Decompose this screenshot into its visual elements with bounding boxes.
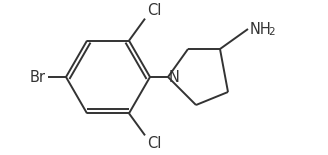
Text: NH: NH (250, 22, 272, 36)
Text: 2: 2 (268, 27, 275, 37)
Text: Br: Br (30, 69, 46, 84)
Text: Cl: Cl (147, 136, 161, 151)
Text: Cl: Cl (147, 3, 161, 18)
Text: N: N (169, 69, 180, 84)
